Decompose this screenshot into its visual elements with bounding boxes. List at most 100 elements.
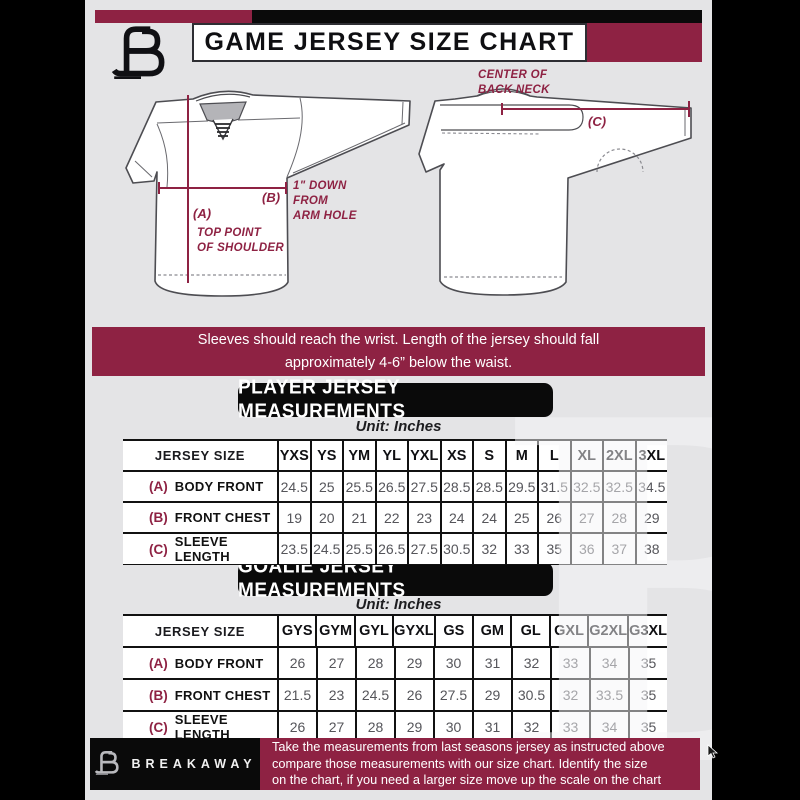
player-unit-label: Unit: Inches (355, 418, 442, 435)
footer-note-line1: Take the measurements from last seasons … (272, 739, 665, 755)
size-column-header: GM (472, 616, 511, 646)
value-cell: 25.5 (342, 472, 375, 501)
fit-notice-banner: Sleeves should reach the wrist. Length o… (92, 327, 705, 376)
table-row: (A) BODY FRONT 26 27 28 29 30 31 32 33 34 35 (123, 648, 667, 680)
row-label-text: BODY FRONT (174, 655, 264, 671)
value-cell: 26.5 (374, 472, 407, 501)
size-column-header: G3XL (627, 616, 667, 646)
size-column-header: GS (433, 616, 473, 646)
value-cell: 36 (569, 534, 602, 564)
size-column-header: G2XL (587, 616, 628, 646)
top-bar-maroon (95, 10, 252, 23)
jersey-diagram: (A) TOP POINT OF SHOULDER (B) 1" DOWN FR… (125, 69, 692, 297)
front-jersey-outline (125, 90, 411, 297)
value-cell: 26 (394, 680, 433, 710)
footer-brand-name: BREAKAWAY (131, 757, 257, 771)
fit-notice-line2: approximately 4-6” below the waist. (284, 354, 513, 371)
value-cell: 29 (472, 680, 511, 710)
page-title-box: GAME JERSEY SIZE CHART (192, 23, 587, 62)
size-column-header: GYS (277, 616, 316, 646)
fit-notice-line1: Sleeves should reach the wrist. Length o… (197, 332, 600, 349)
value-cell: 23 (407, 503, 440, 532)
size-column-header: YL (374, 441, 407, 470)
player-size-table: JERSEY SIZE YXS YS YM YL YXL XS S M L XL 2XL 3XL (A) B… (123, 439, 667, 565)
size-column-header: YXS (277, 441, 310, 470)
label-a-tag: (A) (193, 206, 211, 221)
row-label-cell: (C) SLEEVE LENGTH (123, 534, 277, 564)
value-cell: 26 (277, 648, 316, 678)
value-cell: 27.5 (407, 472, 440, 501)
back-armhole-stitch (596, 148, 644, 173)
footer-note-line2: compare those measurements with our size… (272, 755, 648, 771)
size-column-header: XL (569, 441, 602, 470)
value-cell: 29 (394, 648, 433, 678)
value-cell: 32 (550, 680, 589, 710)
size-column-header: S (472, 441, 505, 470)
front-collar-inset (199, 101, 247, 123)
size-column-header: XS (439, 441, 472, 470)
value-cell: 19 (277, 503, 310, 532)
label-c-line2: BACK NECK (478, 84, 550, 96)
value-cell: 24.5 (309, 534, 342, 564)
row-label-cell: (A) BODY FRONT (123, 472, 277, 501)
row-letter-tag: (A) (149, 655, 168, 671)
value-cell: 28 (355, 712, 394, 742)
row-label-cell: (C) SLEEVE LENGTH (123, 712, 277, 742)
value-cell: 34.5 (634, 472, 667, 501)
row-letter-tag: (A) (149, 479, 168, 494)
player-heading-text: PLAYER JERSEY MEASUREMENTS (238, 376, 406, 423)
size-column-header: M (504, 441, 537, 470)
footer-logo-icon (95, 751, 120, 775)
value-cell: 26 (277, 712, 316, 742)
table-row: (C) SLEEVE LENGTH 23.5 24.5 25.5 26.5 27.5 30.5… (123, 534, 667, 565)
size-column-header: YS (309, 441, 342, 470)
size-column-header: 3XL (634, 441, 667, 470)
label-b-line3: ARM HOLE (292, 210, 357, 222)
value-cell: 26.5 (374, 534, 407, 564)
value-cell: 30.5 (511, 680, 550, 710)
value-cell: 32 (511, 648, 550, 678)
label-b-line1: 1" DOWN (293, 180, 347, 192)
value-cell: 25.5 (342, 534, 375, 564)
value-cell: 30 (433, 712, 472, 742)
top-bar-black (252, 10, 702, 23)
value-cell: 24.5 (277, 472, 310, 501)
value-cell: 24 (472, 503, 505, 532)
player-section-heading: PLAYER JERSEY MEASUREMENTS (238, 376, 553, 423)
value-cell: 29.5 (504, 472, 537, 501)
value-cell: 25 (309, 472, 342, 501)
right-black-border (712, 0, 800, 800)
value-cell: 37 (602, 534, 635, 564)
size-column-header: GL (510, 616, 549, 646)
breakaway-logo-icon (108, 24, 174, 86)
value-cell: 27.5 (407, 534, 440, 564)
size-column-header: YM (342, 441, 375, 470)
label-a-line1: TOP POINT (197, 227, 262, 239)
value-cell: 30.5 (439, 534, 472, 564)
value-cell: 33 (550, 648, 589, 678)
row-label-cell: (A) BODY FRONT (123, 648, 277, 678)
measurement-lines (158, 95, 690, 283)
value-cell: 35 (537, 534, 570, 564)
size-column-header: L (537, 441, 570, 470)
row-label-text: SLEEVE LENGTH (174, 534, 230, 564)
table-row: (A) BODY FRONT 24.5 25 25.5 26.5 27.5 28.5 28.5 2… (123, 472, 667, 503)
value-cell: 35 (628, 648, 667, 678)
value-cell: 23 (316, 680, 355, 710)
value-cell: 21 (342, 503, 375, 532)
label-a-line2: OF SHOULDER (197, 242, 284, 254)
row-label-text: FRONT CHEST (174, 510, 271, 525)
value-cell: 32 (472, 534, 505, 564)
value-cell: 31 (472, 712, 511, 742)
row-label-cell: (B) FRONT CHEST (123, 503, 277, 532)
table-row: (B) FRONT CHEST 21.5 23 24.5 26 27.5 29 30.5 32 33… (123, 680, 667, 712)
page-title: GAME JERSEY SIZE CHART (204, 28, 575, 56)
value-cell: 34 (589, 648, 628, 678)
value-cell: 28.5 (472, 472, 505, 501)
corner-label-cell: JERSEY SIZE (123, 616, 277, 646)
table-header-row: JERSEY SIZE GYS GYM GYL GYXL GS GM GL GXL G2XL G3X… (123, 614, 667, 648)
row-letter-tag: (C) (149, 541, 168, 557)
row-letter-tag: (B) (149, 687, 168, 703)
value-cell: 28 (602, 503, 635, 532)
